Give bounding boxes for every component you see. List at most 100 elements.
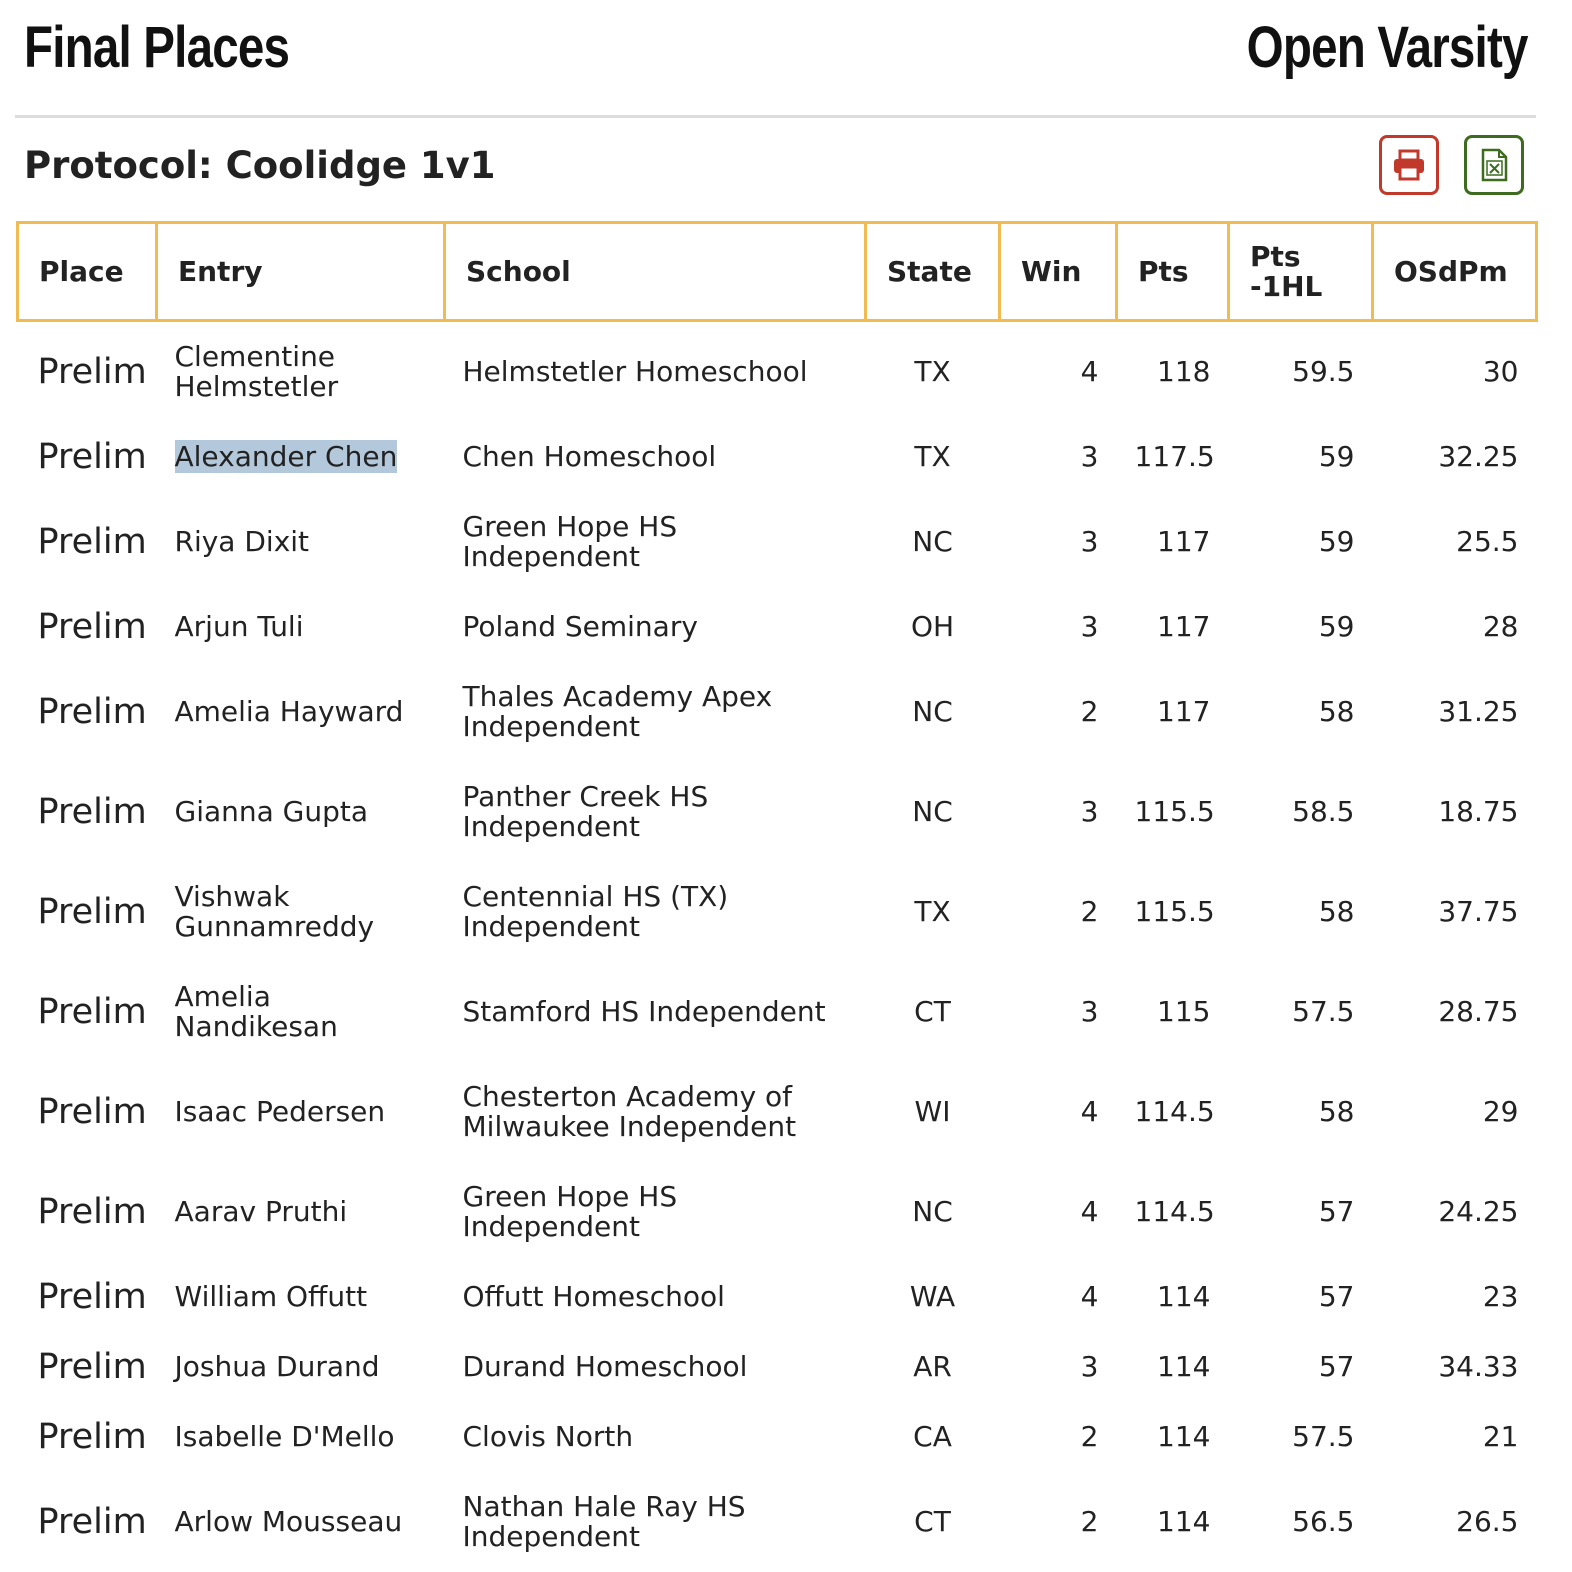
table-cell: Prelim bbox=[18, 762, 157, 862]
table-cell: Prelim bbox=[18, 962, 157, 1062]
table-cell: Chen Homeschool bbox=[445, 422, 866, 492]
cell-text: Nathan Hale Ray HS Independent bbox=[463, 1490, 746, 1553]
table-cell: 58 bbox=[1229, 1062, 1373, 1162]
cell-text: 58 bbox=[1319, 895, 1355, 928]
table-cell: Arjun Tuli bbox=[157, 592, 445, 662]
cell-text: 30 bbox=[1483, 355, 1519, 388]
table-cell: 21 bbox=[1373, 1402, 1537, 1472]
table-cell: 3 bbox=[1000, 962, 1117, 1062]
table-cell: Centennial HS (TX) Independent bbox=[445, 862, 866, 962]
cell-text: NC bbox=[912, 795, 953, 828]
table-cell: Amelia Hayward bbox=[157, 662, 445, 762]
table-cell: 3 bbox=[1000, 422, 1117, 492]
cell-text: 114.5 bbox=[1135, 1195, 1215, 1228]
cell-text: Chen Homeschool bbox=[463, 440, 717, 473]
column-header: Pts -1HL bbox=[1229, 223, 1373, 321]
cell-text: 25.5 bbox=[1456, 525, 1518, 558]
table-cell: Poland Seminary bbox=[445, 592, 866, 662]
table-cell: Alexander Chen bbox=[157, 422, 445, 492]
cell-text: Arlow Mousseau bbox=[175, 1505, 403, 1538]
table-cell: 3 bbox=[1000, 592, 1117, 662]
cell-text: WI bbox=[915, 1095, 951, 1128]
cell-text: Green Hope HS Independent bbox=[463, 1180, 678, 1243]
excel-button[interactable] bbox=[1464, 135, 1524, 195]
table-cell: 58.5 bbox=[1229, 762, 1373, 862]
column-header: School bbox=[445, 223, 866, 321]
cell-text: 59 bbox=[1319, 525, 1355, 558]
cell-text: 117 bbox=[1157, 695, 1210, 728]
cell-text: 32.25 bbox=[1438, 440, 1518, 473]
cell-text: Amelia Nandikesan bbox=[175, 980, 338, 1043]
cell-text: 58 bbox=[1319, 695, 1355, 728]
table-cell: 59 bbox=[1229, 422, 1373, 492]
print-icon bbox=[1391, 147, 1427, 183]
table-cell: 24.25 bbox=[1373, 1162, 1537, 1262]
column-header: OSdPm bbox=[1373, 223, 1537, 321]
cell-text: 114 bbox=[1157, 1505, 1210, 1538]
table-cell: 58 bbox=[1229, 862, 1373, 962]
table-cell: Prelim bbox=[18, 1402, 157, 1472]
table-cell: Prelim bbox=[18, 1472, 157, 1572]
cell-text: 4 bbox=[1081, 355, 1099, 388]
table-row: Prelim Arlow Mousseau Nathan Hale Ray HS I… bbox=[18, 1472, 1537, 1572]
cell-text: Gianna Gupta bbox=[175, 795, 369, 828]
cell-text: Prelim bbox=[38, 1277, 147, 1317]
table-cell: 118 bbox=[1117, 321, 1229, 423]
table-cell: Arlow Mousseau bbox=[157, 1472, 445, 1572]
table-cell: 4 bbox=[1000, 1062, 1117, 1162]
table-cell: 57.5 bbox=[1229, 962, 1373, 1062]
cell-text: Helmstetler Homeschool bbox=[463, 355, 808, 388]
divider bbox=[15, 115, 1536, 118]
column-header: Win bbox=[1000, 223, 1117, 321]
cell-text: Prelim bbox=[38, 992, 147, 1032]
cell-text: 3 bbox=[1081, 440, 1099, 473]
cell-text: 3 bbox=[1081, 995, 1099, 1028]
table-cell: 23 bbox=[1373, 1262, 1537, 1332]
cell-text: NC bbox=[912, 525, 953, 558]
table-cell: Green Hope HS Independent bbox=[445, 492, 866, 592]
table-cell: 37.75 bbox=[1373, 862, 1537, 962]
table-cell: Gianna Gupta bbox=[157, 762, 445, 862]
table-cell: Nathan Hale Ray HS Independent bbox=[445, 1472, 866, 1572]
cell-text: Stamford HS Independent bbox=[463, 995, 826, 1028]
cell-text: 18.75 bbox=[1438, 795, 1518, 828]
cell-text: 24.25 bbox=[1438, 1195, 1518, 1228]
table-cell: Prelim bbox=[18, 1062, 157, 1162]
table-cell: CA bbox=[866, 1402, 1000, 1472]
column-header: Entry bbox=[157, 223, 445, 321]
table-cell: Prelim bbox=[18, 662, 157, 762]
table-cell: 57 bbox=[1229, 1332, 1373, 1402]
cell-text: Prelim bbox=[38, 1192, 147, 1232]
table-cell: 3 bbox=[1000, 492, 1117, 592]
table-cell: 117 bbox=[1117, 592, 1229, 662]
cell-text: Prelim bbox=[38, 1092, 147, 1132]
table-cell: Durand Homeschool bbox=[445, 1332, 866, 1402]
cell-text: 37.75 bbox=[1438, 895, 1518, 928]
cell-text: Green Hope HS Independent bbox=[463, 510, 678, 573]
cell-text: WA bbox=[910, 1280, 955, 1313]
cell-text: Prelim bbox=[38, 692, 147, 732]
table-cell: 29 bbox=[1373, 1062, 1537, 1162]
cell-text: 114 bbox=[1157, 1280, 1210, 1313]
table-cell: Thales Academy Apex Independent bbox=[445, 662, 866, 762]
cell-text: William Offutt bbox=[175, 1280, 368, 1313]
cell-text: 2 bbox=[1081, 695, 1099, 728]
cell-text: Prelim bbox=[38, 1417, 147, 1457]
cell-text: 21 bbox=[1483, 1420, 1519, 1453]
table-row: Prelim Amelia Nandikesan Stamford HS Indep… bbox=[18, 962, 1537, 1062]
table-cell: Prelim bbox=[18, 1262, 157, 1332]
table-cell: WA bbox=[866, 1262, 1000, 1332]
table-cell: 117 bbox=[1117, 492, 1229, 592]
print-button[interactable] bbox=[1379, 135, 1439, 195]
cell-text: 29 bbox=[1483, 1095, 1519, 1128]
division: Open Varsity bbox=[1247, 14, 1528, 81]
cell-text: Prelim bbox=[38, 892, 147, 932]
cell-text: 3 bbox=[1081, 525, 1099, 558]
